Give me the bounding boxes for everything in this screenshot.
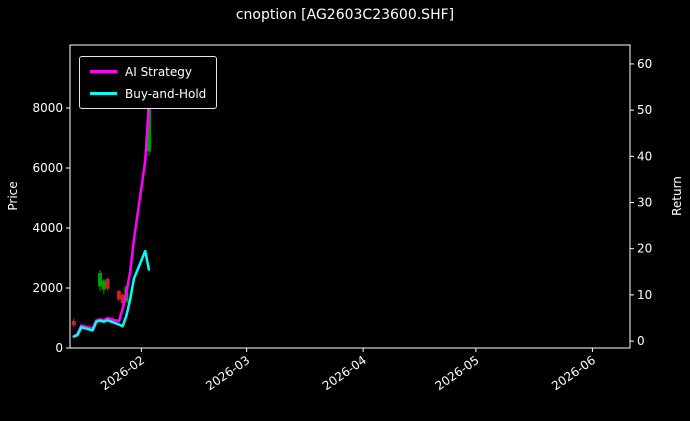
right-tick-label: 50 <box>637 103 652 117</box>
left-tick-label: 2000 <box>32 281 63 295</box>
legend-label-ai-strategy: AI Strategy <box>125 64 192 79</box>
right-tick-label: 10 <box>637 288 652 302</box>
candle-body <box>101 280 106 290</box>
x-tick-label: 2026-03 <box>203 353 252 393</box>
right-tick-label: 20 <box>637 242 652 256</box>
x-tick-label: 2026-06 <box>549 353 598 393</box>
right-tick-label: 60 <box>637 57 652 71</box>
candle-body <box>116 291 121 300</box>
candle-body <box>120 294 125 303</box>
plot-border <box>69 44 631 349</box>
candle-body <box>98 273 103 287</box>
x-tick-label: 2026-05 <box>433 353 482 393</box>
legend-item-buy-and-hold: Buy-and-Hold <box>90 85 206 102</box>
legend: AI Strategy Buy-and-Hold <box>79 56 218 109</box>
ai-strategy-line <box>72 101 151 338</box>
candle-body <box>105 279 110 289</box>
left-axis-label: Price <box>6 181 20 211</box>
left-tick-label: 4000 <box>32 221 63 235</box>
left-tick-label: 0 <box>55 341 63 355</box>
ai-strategy-line-swatch <box>90 70 117 73</box>
candle-body <box>146 97 151 152</box>
left-tick-label: 8000 <box>32 101 63 115</box>
right-tick-label: 30 <box>637 196 652 210</box>
right-tick-label: 0 <box>637 334 645 348</box>
chart-title: cnoption [AG2603C23600.SHF] <box>235 7 455 23</box>
candle-body <box>71 321 76 326</box>
legend-label-buy-and-hold: Buy-and-Hold <box>125 86 207 101</box>
legend-item-ai-strategy: AI Strategy <box>90 63 206 80</box>
buy-and-hold-line <box>72 249 151 338</box>
right-tick-label: 40 <box>637 149 652 163</box>
left-tick-label: 6000 <box>32 161 63 175</box>
buy-and-hold-line-swatch <box>90 92 117 95</box>
right-axis-label: Return <box>670 176 684 216</box>
x-tick-label: 2026-04 <box>320 353 369 393</box>
x-tick-label: 2026-02 <box>98 353 147 393</box>
